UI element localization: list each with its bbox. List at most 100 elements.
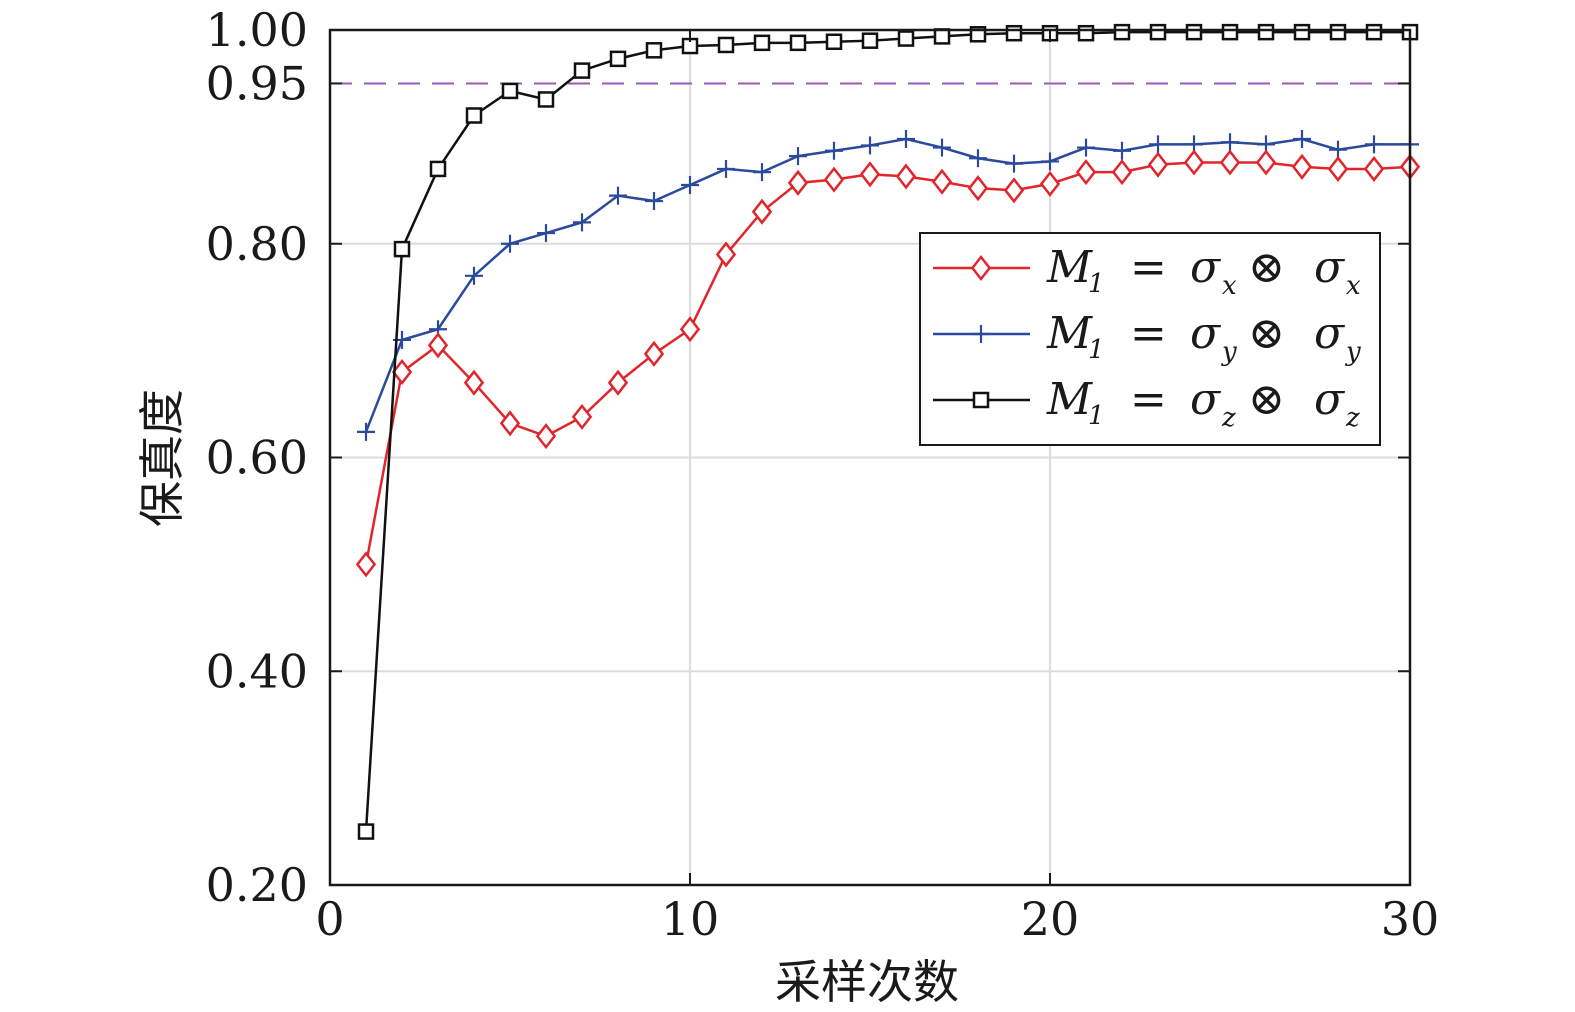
data-point-square xyxy=(609,50,627,68)
data-point-square xyxy=(1329,23,1347,41)
legend-marker xyxy=(972,391,990,409)
data-point-square xyxy=(753,34,771,52)
data-point-diamond xyxy=(1219,149,1241,176)
data-point-square xyxy=(1221,23,1239,41)
data-point-diamond xyxy=(1183,149,1205,176)
data-point-plus xyxy=(1293,130,1311,149)
data-point-square xyxy=(933,28,951,45)
x-tick-label: 10 xyxy=(661,892,720,946)
data-point-plus xyxy=(357,422,375,441)
data-point-diamond xyxy=(1147,151,1169,178)
data-point-plus xyxy=(1221,133,1239,152)
legend-label-s2: x xyxy=(1346,271,1361,301)
legend-label-eq: = xyxy=(1130,242,1167,293)
legend-label-eq: = xyxy=(1130,308,1167,359)
data-point-diamond xyxy=(355,551,377,578)
tick-layer: 0 10 20 30 0.20 0.40 0.60 0.80 0.951.00 xyxy=(206,3,1440,946)
legend-entry-plus: M1 = σ y ⊗ σ y xyxy=(933,308,1361,367)
data-point-diamond xyxy=(1327,155,1349,182)
legend-label-s1: z xyxy=(1221,403,1236,433)
series-layer xyxy=(355,23,1421,840)
data-point-diamond xyxy=(859,161,881,188)
legend-marker xyxy=(970,254,992,282)
data-point-diamond xyxy=(895,163,917,190)
data-point-plus xyxy=(465,266,483,285)
grid-layer xyxy=(330,30,1410,885)
data-point-diamond xyxy=(751,198,773,225)
data-point-diamond xyxy=(571,403,593,430)
data-point-diamond xyxy=(463,369,485,396)
data-point-diamond xyxy=(787,169,809,196)
data-point-square xyxy=(1077,24,1095,42)
data-point-square xyxy=(1113,23,1131,41)
legend-label-s1: x xyxy=(1222,271,1237,301)
data-point-plus xyxy=(609,186,627,205)
data-point-diamond xyxy=(931,168,953,195)
legend-label-1: 1 xyxy=(1088,269,1105,299)
data-point-square xyxy=(537,91,555,108)
y-tick-label: 0.40 xyxy=(206,644,308,698)
data-point-plus xyxy=(969,149,987,168)
legend-entry-diamond: M1 = σ x ⊗ σ x xyxy=(933,242,1361,301)
legend-label-sig1: σ xyxy=(1190,374,1222,425)
data-point-diamond xyxy=(1255,149,1277,176)
legend-label-sig2: σ xyxy=(1314,374,1346,425)
data-point-diamond xyxy=(1111,159,1133,186)
x-tick-label: 30 xyxy=(1381,892,1440,946)
data-point-diamond xyxy=(679,316,701,343)
legend: M1 = σ x ⊗ σ xM1 = σ y ⊗ σ yM1 = σ z ⊗ σ z xyxy=(919,232,1381,446)
data-point-diamond xyxy=(643,340,665,367)
legend-label-op: ⊗ xyxy=(1248,308,1285,359)
legend-label-1: 1 xyxy=(1088,401,1105,431)
data-point-plus xyxy=(1113,141,1131,160)
data-point-plus xyxy=(861,136,879,155)
y-tick-label: 0.95 xyxy=(206,56,308,110)
data-point-square xyxy=(897,30,915,47)
data-point-plus xyxy=(789,147,807,166)
series-square xyxy=(357,23,1419,840)
legend-label-M: M xyxy=(1046,308,1093,359)
data-point-plus xyxy=(1365,135,1383,154)
data-point-diamond xyxy=(1039,170,1061,197)
data-point-diamond xyxy=(499,410,521,437)
data-point-diamond xyxy=(427,332,449,359)
data-point-diamond xyxy=(391,358,413,386)
y-tick-label: 0.20 xyxy=(206,858,308,912)
data-point-square xyxy=(1005,24,1023,42)
legend-label-s2: y xyxy=(1345,337,1361,367)
data-point-diamond xyxy=(607,369,629,396)
legend-label-s2: z xyxy=(1345,403,1360,433)
data-point-diamond xyxy=(535,423,557,450)
data-point-plus xyxy=(1005,154,1023,173)
legend-label-sig2: σ xyxy=(1314,242,1346,293)
data-point-square xyxy=(465,107,483,124)
x-axis-title: 采样次数 xyxy=(775,955,959,1008)
data-point-square xyxy=(1365,23,1383,41)
data-point-plus xyxy=(1149,135,1167,154)
data-point-diamond xyxy=(1003,177,1025,204)
y-axis-title: 保真度 xyxy=(135,389,189,527)
data-point-plus xyxy=(645,192,663,210)
y-tick-label: 1.00 xyxy=(206,3,308,57)
data-point-square xyxy=(861,32,879,49)
data-point-square xyxy=(1257,23,1275,41)
data-point-plus xyxy=(537,224,555,243)
y-tick-label: 0.60 xyxy=(206,431,308,485)
legend-label-op: ⊗ xyxy=(1248,374,1285,425)
data-point-square xyxy=(501,82,519,100)
data-point-plus xyxy=(1329,140,1347,159)
data-point-square xyxy=(429,160,447,178)
data-point-diamond xyxy=(1291,153,1313,180)
data-point-square xyxy=(1185,23,1203,41)
data-point-diamond xyxy=(823,166,845,193)
series-diamond xyxy=(355,149,1421,578)
legend-label-eq: = xyxy=(1130,374,1167,425)
data-point-plus xyxy=(1041,152,1059,171)
data-point-plus xyxy=(681,175,699,194)
legend-entry-square: M1 = σ z ⊗ σ z xyxy=(933,374,1360,433)
data-point-diamond xyxy=(715,241,737,268)
legend-label-M: M xyxy=(1046,242,1093,293)
data-point-diamond xyxy=(1363,155,1385,182)
